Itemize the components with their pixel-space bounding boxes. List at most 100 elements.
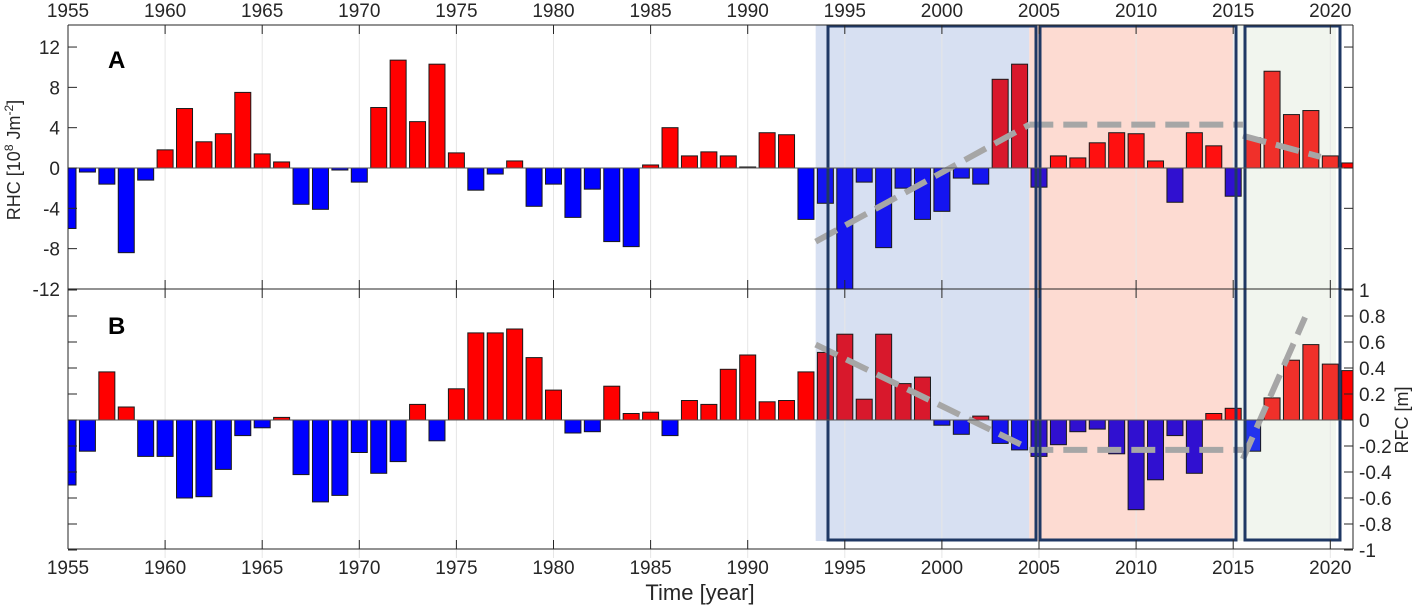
x-tick-label-bottom: 1975 xyxy=(435,558,477,579)
rfc-bar-2014 xyxy=(1205,413,1223,421)
x-tick-label-bottom: 1990 xyxy=(727,558,769,579)
x-tick-label-bottom: 1980 xyxy=(532,558,574,579)
x-tick-label-bottom: 2010 xyxy=(1115,558,1157,579)
rhc-bar-1968 xyxy=(311,167,329,210)
y-tick-label-b: 0.8 xyxy=(1359,307,1385,328)
rfc-bar-1968 xyxy=(311,419,329,503)
rhc-bar-1983 xyxy=(603,167,621,243)
rfc-bar-2008 xyxy=(1088,419,1106,430)
panel-label-a: A xyxy=(108,47,125,74)
rhc-bar-1996 xyxy=(855,167,873,183)
x-tick-label-bottom: 1985 xyxy=(629,558,671,579)
x-tick-label-top: 1960 xyxy=(144,1,186,22)
x-tick-label-bottom: 1960 xyxy=(144,558,186,579)
rhc-bar-2003 xyxy=(991,78,1009,169)
axes: 1955 1955 1960 1960 1965 1965 1970 1970 1975 1975… xyxy=(33,1,1393,579)
rfc-bar-2010 xyxy=(1127,419,1145,511)
rhc-bar-2008 xyxy=(1088,142,1106,169)
rfc-bar-1992 xyxy=(778,400,796,421)
rfc-bar-1970 xyxy=(350,419,368,453)
y-tick-label-b: -0.4 xyxy=(1359,463,1392,484)
rhc-bar-1958 xyxy=(117,167,135,254)
rhc-bar-1955 xyxy=(67,167,77,229)
rhc-bar-1972 xyxy=(389,59,407,169)
rfc-bar-1981 xyxy=(564,419,582,434)
rfc-bar-1993 xyxy=(797,371,815,421)
x-tick-label-bottom: 2000 xyxy=(921,558,963,579)
x-tick-label-top: 1970 xyxy=(338,1,380,22)
rfc-axis-label: RFC [m] xyxy=(1392,387,1412,454)
rfc-bar-1972 xyxy=(389,419,407,463)
rhc-bar-1964 xyxy=(234,91,252,169)
rhc-bar-2013 xyxy=(1185,132,1203,169)
x-tick-label-top: 1995 xyxy=(824,1,866,22)
rfc-bar-1991 xyxy=(758,401,776,421)
y-tick-label-b: -0.8 xyxy=(1359,515,1392,536)
x-tick-label-top: 1985 xyxy=(629,1,671,22)
y-tick-label-b: 0.4 xyxy=(1359,359,1386,380)
period-box-2 xyxy=(1038,24,1238,542)
rfc-bar-1956 xyxy=(78,419,96,452)
rfc-bar-1971 xyxy=(370,419,388,474)
rfc-bar-2020 xyxy=(1321,363,1339,421)
rhc-bar-1962 xyxy=(195,141,213,169)
rhc-bar-1961 xyxy=(176,108,194,169)
x-tick-label-bottom: 1965 xyxy=(241,558,283,579)
time-axis-label: Time [year] xyxy=(645,580,754,605)
rfc-bar-1967 xyxy=(292,419,310,476)
y-tick-label-b: -0.6 xyxy=(1359,489,1392,510)
rfc-bar-1959 xyxy=(137,419,155,457)
period-box-1 xyxy=(826,24,1038,542)
rfc-bar-1986 xyxy=(661,419,679,437)
rfc-bar-1961 xyxy=(176,419,194,499)
rfc-bar-1979 xyxy=(525,357,543,421)
rfc-bar-2019 xyxy=(1302,344,1320,421)
rhc-bar-1957 xyxy=(98,167,116,185)
period-boxes xyxy=(826,24,1342,542)
rfc-bar-1984 xyxy=(622,413,640,421)
rfc-bar-2013 xyxy=(1185,419,1203,474)
rfc-bar-1994 xyxy=(816,351,834,421)
rhc-bar-1978 xyxy=(506,160,524,169)
rfc-bar-1973 xyxy=(409,403,427,421)
rfc-bar-1965 xyxy=(253,419,271,429)
rhc-bar-1981 xyxy=(564,167,582,218)
x-tick-label-top: 2005 xyxy=(1018,1,1060,22)
rfc-bar-2015 xyxy=(1224,407,1242,421)
period-box-3 xyxy=(1243,24,1342,542)
rhc-bar-1963 xyxy=(214,133,232,169)
y-tick-label-b: 0.6 xyxy=(1359,333,1385,354)
rhc-bar-1984 xyxy=(622,167,640,248)
period-3-background xyxy=(1237,25,1337,541)
rhc-bar-2007 xyxy=(1069,157,1087,169)
rfc-bar-1974 xyxy=(428,419,446,442)
rfc-bar-1983 xyxy=(603,385,621,421)
y-tick-label-b: -1 xyxy=(1359,541,1376,562)
y-tick-label-a: 4 xyxy=(49,119,60,140)
rfc-bar-1955 xyxy=(67,419,77,486)
x-tick-label-bottom: 1970 xyxy=(338,558,380,579)
rhc-bar-1974 xyxy=(428,63,446,169)
rhc-bar-2020 xyxy=(1321,155,1339,169)
rfc-bar-1989 xyxy=(719,368,737,421)
rfc-bar-1969 xyxy=(331,419,349,496)
rhc-bar-2001 xyxy=(952,167,970,179)
x-tick-label-top: 2015 xyxy=(1212,1,1254,22)
rfc-bar-2007 xyxy=(1069,419,1087,433)
y-tick-label-b: 0.2 xyxy=(1359,385,1385,406)
rhc-bar-1993 xyxy=(797,167,815,220)
x-tick-label-top: 1965 xyxy=(241,1,283,22)
x-tick-label-top: 1990 xyxy=(727,1,769,22)
rhc-bar-1956 xyxy=(78,167,96,173)
rfc-bar-2006 xyxy=(1049,419,1067,446)
rfc-trend-line-3 xyxy=(1240,316,1308,461)
rhc-bar-2017 xyxy=(1263,70,1281,169)
rfc-bar-1995 xyxy=(836,333,854,421)
rhc-bar-2004 xyxy=(1011,63,1029,169)
rfc-bar-2012 xyxy=(1166,419,1184,437)
rhc-bar-2010 xyxy=(1127,133,1145,169)
rhc-bar-1987 xyxy=(680,155,698,169)
y-tick-label-b: 1 xyxy=(1359,281,1370,302)
rfc-bar-2018 xyxy=(1282,359,1300,421)
rhc-bar-1959 xyxy=(137,167,155,181)
